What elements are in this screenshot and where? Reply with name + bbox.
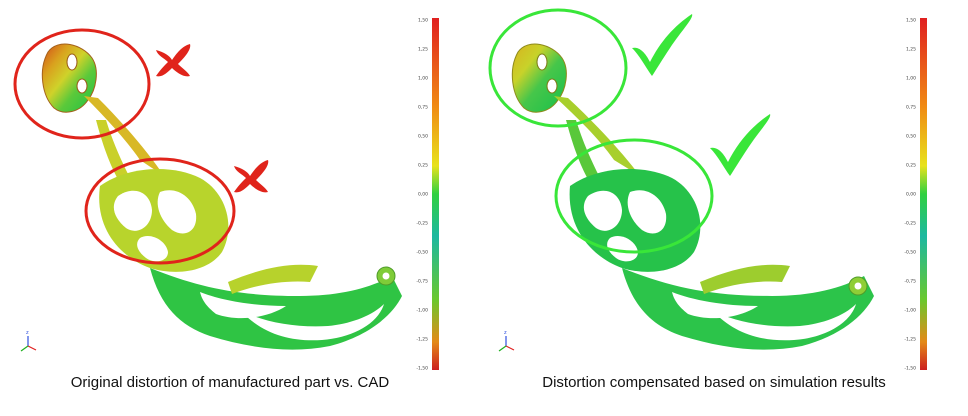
scale-tick-label: -1,00 <box>416 308 428 314</box>
scale-tick-label: 1,25 <box>906 47 916 53</box>
scale-tick-label: -0,50 <box>904 250 916 256</box>
scale-tick-label: 0,50 <box>418 134 428 140</box>
svg-text:z: z <box>504 330 507 336</box>
part-model <box>511 43 874 350</box>
circled-region-top <box>488 8 628 128</box>
scale-tick-label: 1,00 <box>906 76 916 82</box>
caption-original: Original distortion of manufactured part… <box>70 374 390 391</box>
scale-tick-label: -1,25 <box>416 337 428 343</box>
check-icon <box>632 14 693 76</box>
scale-tick-label: -1,25 <box>904 337 916 343</box>
color-scale: 1,50 1,25 1,00 0,75 0,50 0,25 0,00 -0,25 -0,50 -0… <box>904 18 927 372</box>
distortion-visualization-original: z 1,50 1,25 1,00 0,75 0,50 0,25 0,00 -0,25 -0,50… <box>13 18 439 372</box>
scale-tick-label: -1,00 <box>904 308 916 314</box>
scale-tick-label: 0,00 <box>418 192 428 198</box>
scale-tick-label: 0,50 <box>906 134 916 140</box>
part-model <box>41 43 402 350</box>
caption-compensated: Distortion compensated based on simulati… <box>542 374 886 391</box>
scale-tick-label: -0,25 <box>416 221 428 227</box>
scale-tick-label: 0,75 <box>906 105 916 111</box>
scale-tick-label: 0,25 <box>418 163 428 169</box>
check-icon <box>710 114 771 176</box>
circled-region-top <box>13 28 151 140</box>
distortion-visualization-compensated: z 1,50 1,25 1,00 0,75 0,50 0,25 0,00 -0,25 -0,50… <box>488 8 927 372</box>
axis-triad-icon: z <box>20 330 37 352</box>
scale-tick-label: -0,75 <box>416 279 428 285</box>
panel-compensated: z 1,50 1,25 1,00 0,75 0,50 0,25 0,00 -0,25 -0,50… <box>484 0 968 416</box>
circled-region-middle <box>554 138 714 254</box>
panel-original: z 1,50 1,25 1,00 0,75 0,50 0,25 0,00 -0,25 -0,50… <box>13 18 439 391</box>
scale-tick-label: 1,50 <box>906 18 916 24</box>
scale-tick-label: 1,00 <box>418 76 428 82</box>
scale-tick-label: 1,50 <box>418 18 428 24</box>
circled-region-middle <box>84 157 236 265</box>
scale-tick-label: -0,50 <box>416 250 428 256</box>
cross-icon <box>234 160 269 193</box>
cross-icon <box>156 44 191 77</box>
scale-tick-label: 1,25 <box>418 47 428 53</box>
axis-triad-icon: z <box>498 330 515 352</box>
scale-tick-label: -0,25 <box>904 221 916 227</box>
scale-tick-label: 0,00 <box>906 192 916 198</box>
svg-text:z: z <box>26 330 29 336</box>
scale-tick-label: -0,75 <box>904 279 916 285</box>
color-scale: 1,50 1,25 1,00 0,75 0,50 0,25 0,00 -0,25 -0,50 -0… <box>416 18 439 372</box>
scale-tick-label: 0,25 <box>906 163 916 169</box>
scale-tick-label: -1,50 <box>416 366 428 372</box>
scale-tick-label: 0,75 <box>418 105 428 111</box>
scale-tick-label: -1,50 <box>904 366 916 372</box>
